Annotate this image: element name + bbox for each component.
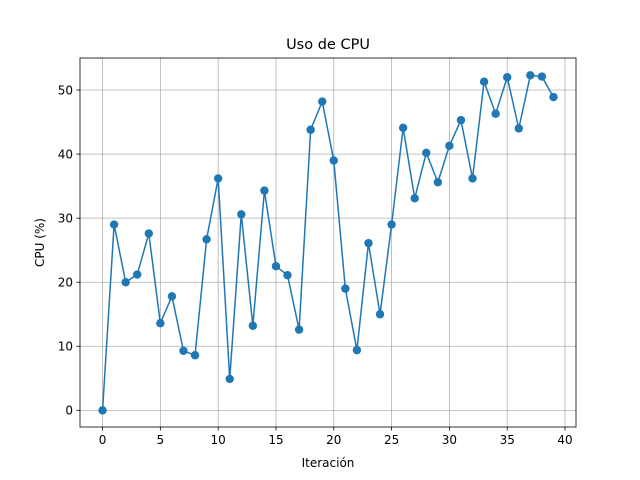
data-point bbox=[387, 220, 396, 229]
x-tick-label: 25 bbox=[384, 433, 399, 447]
data-point bbox=[144, 229, 153, 238]
y-tick-label: 50 bbox=[58, 83, 73, 97]
y-tick-label: 10 bbox=[58, 340, 73, 354]
data-point bbox=[98, 406, 107, 415]
series-line bbox=[101, 74, 555, 411]
data-point bbox=[503, 73, 512, 82]
data-point bbox=[410, 194, 419, 203]
x-tick-label: 0 bbox=[99, 433, 107, 447]
data-point bbox=[491, 109, 500, 118]
data-point bbox=[179, 346, 188, 355]
data-point bbox=[456, 115, 466, 125]
y-tick-label: 0 bbox=[65, 404, 73, 418]
x-tick-label: 10 bbox=[211, 433, 226, 447]
x-tick-label: 30 bbox=[442, 433, 457, 447]
x-tick-label: 40 bbox=[557, 433, 572, 447]
y-tick-label: 40 bbox=[58, 147, 73, 161]
data-point bbox=[445, 141, 454, 150]
data-point bbox=[213, 174, 223, 183]
y-axis-label: CPU (%) bbox=[33, 218, 47, 267]
data-point bbox=[225, 374, 234, 384]
data-point bbox=[352, 345, 362, 355]
data-point bbox=[283, 270, 292, 280]
series-layer bbox=[98, 71, 558, 415]
y-tick-label: 30 bbox=[58, 211, 73, 225]
data-point bbox=[341, 284, 350, 293]
x-axis-label: Iteración bbox=[302, 456, 355, 470]
y-tick-label: 20 bbox=[58, 276, 73, 290]
data-point bbox=[375, 310, 385, 319]
x-tick-label: 20 bbox=[326, 433, 341, 447]
data-point bbox=[167, 292, 177, 301]
axis-ticks: 0 5 10 15 20 25 30 35 40 0 10 20 30 40 50 bbox=[58, 83, 573, 447]
data-point bbox=[398, 123, 408, 133]
data-point bbox=[237, 210, 246, 219]
x-tick-label: 15 bbox=[268, 433, 283, 447]
data-point bbox=[294, 325, 304, 334]
data-point bbox=[202, 235, 211, 244]
data-point bbox=[190, 351, 200, 360]
plot-area-frame bbox=[79, 57, 577, 428]
data-point bbox=[537, 72, 547, 81]
grid-lines bbox=[80, 58, 576, 427]
data-point bbox=[364, 238, 373, 248]
data-point bbox=[156, 319, 165, 328]
data-point bbox=[479, 77, 489, 86]
data-point bbox=[468, 174, 477, 183]
data-point bbox=[526, 71, 535, 80]
data-point bbox=[433, 178, 443, 187]
data-point bbox=[260, 186, 269, 195]
chart-title: Uso de CPU bbox=[286, 37, 370, 53]
data-point bbox=[514, 124, 523, 133]
data-point bbox=[133, 270, 142, 279]
x-tick-label: 5 bbox=[157, 433, 165, 447]
data-point bbox=[306, 125, 315, 134]
x-tick-label: 35 bbox=[500, 433, 515, 447]
data-point bbox=[271, 262, 281, 271]
data-point bbox=[318, 97, 327, 106]
data-point bbox=[549, 92, 558, 102]
data-point bbox=[329, 156, 338, 165]
data-point bbox=[121, 278, 130, 287]
data-point bbox=[109, 220, 119, 229]
data-point bbox=[422, 148, 431, 158]
data-point bbox=[248, 321, 258, 330]
